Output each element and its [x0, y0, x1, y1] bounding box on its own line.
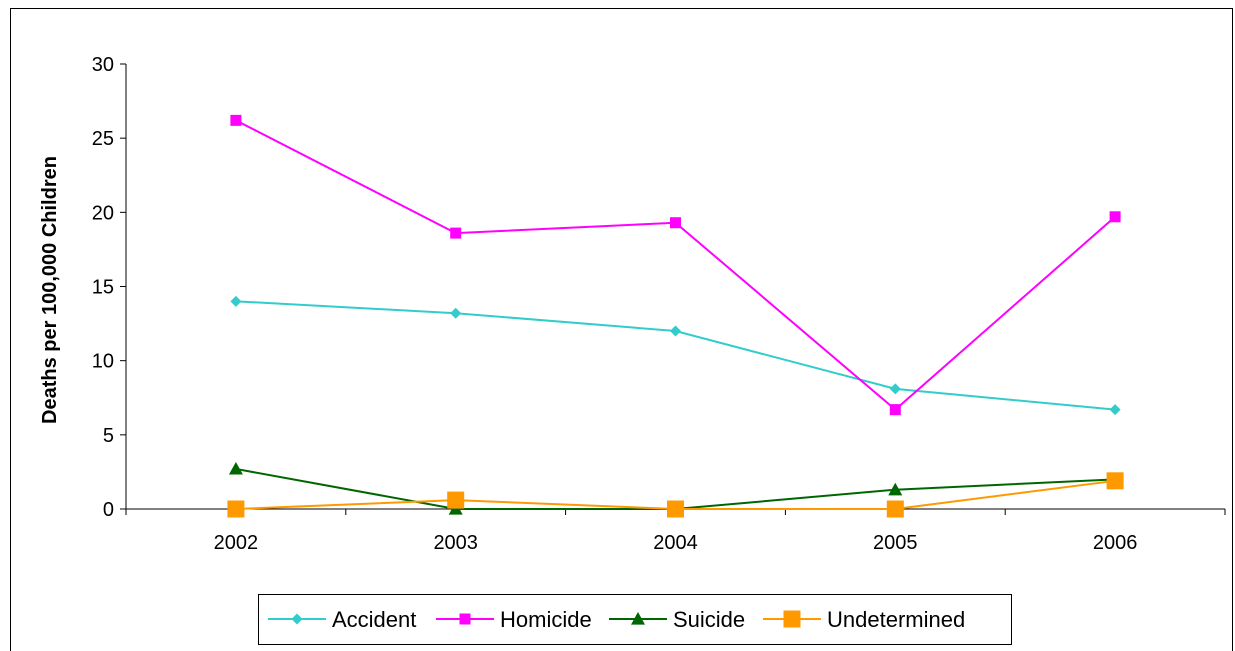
legend-item-accident: Accident	[268, 607, 416, 632]
series-accident	[230, 295, 1121, 416]
axes: 0 5 10 15 20 25 30 2002 2003 2004 2005 2006	[92, 54, 1226, 554]
x-tick-label: 2004	[653, 532, 698, 554]
data-point-undetermined	[227, 500, 245, 518]
series-layer	[227, 114, 1124, 518]
data-point-accident	[450, 307, 462, 319]
data-point-homicide	[230, 114, 242, 126]
series-line-homicide	[235, 119, 1116, 411]
y-tick-label: 30	[92, 54, 114, 76]
legend-marker-suicide	[631, 612, 645, 625]
y-tick-label: 20	[92, 202, 114, 224]
legend-marker-accident	[291, 613, 303, 625]
data-point-homicide	[1109, 211, 1121, 223]
data-point-undetermined	[667, 500, 684, 518]
legend: Accident Homicide Suicide Undetermined	[258, 594, 1012, 645]
legend-label: Suicide	[673, 607, 745, 632]
data-point-undetermined	[886, 500, 904, 518]
x-tick-label: 2005	[873, 532, 918, 554]
data-point-undetermined	[1106, 472, 1124, 490]
series-undetermined	[227, 472, 1124, 518]
y-tick-label: 25	[92, 128, 114, 150]
data-point-accident	[670, 325, 681, 337]
data-point-homicide	[670, 217, 681, 229]
data-point-undetermined	[447, 491, 465, 509]
legend-item-homicide: Homicide	[436, 607, 592, 632]
legend-marker-homicide	[459, 613, 471, 625]
legend-label: Undetermined	[827, 607, 965, 632]
data-point-homicide	[889, 404, 901, 416]
y-tick-label: 5	[103, 425, 114, 447]
legend-marker-undetermined	[783, 610, 801, 628]
legend-item-undetermined: Undetermined	[763, 607, 965, 632]
chart-border	[10, 8, 1233, 651]
data-point-suicide	[228, 461, 243, 475]
series-homicide	[230, 114, 1121, 416]
x-tick-label: 2006	[1093, 532, 1138, 554]
legend-item-suicide: Suicide	[609, 607, 745, 632]
legend-label: Accident	[332, 607, 416, 632]
y-tick-label: 10	[92, 351, 114, 373]
y-tick-label: 0	[103, 499, 114, 521]
x-tick-label: 2002	[214, 532, 259, 554]
data-point-suicide	[888, 482, 903, 496]
data-point-accident	[889, 383, 901, 395]
y-axis-title: Deaths per 100,000 Children	[39, 156, 61, 424]
y-tick-label: 15	[92, 277, 114, 299]
data-point-homicide	[450, 227, 462, 239]
data-point-accident	[1109, 404, 1121, 416]
series-line-accident	[235, 300, 1116, 411]
x-tick-label: 2003	[433, 532, 478, 554]
legend-label: Homicide	[500, 607, 592, 632]
data-point-accident	[230, 295, 242, 307]
